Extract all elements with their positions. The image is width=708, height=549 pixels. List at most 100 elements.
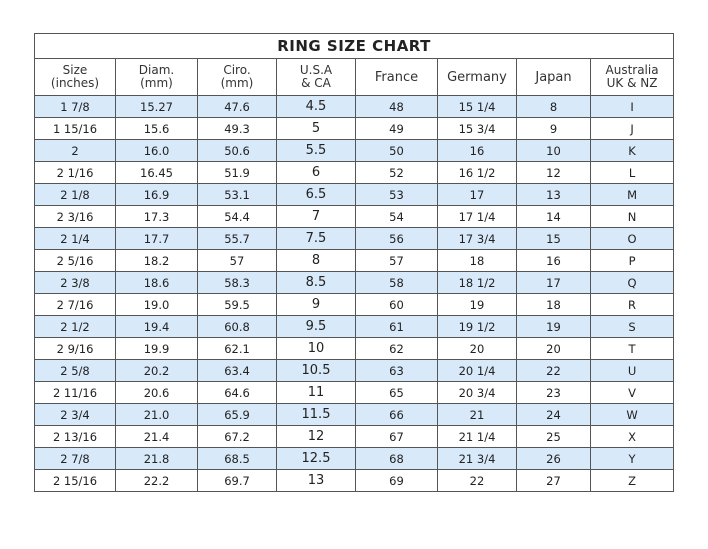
cell-germany: 19 (437, 293, 517, 316)
cell-usa-ca: 8.5 (276, 271, 356, 294)
header-label: Japan (535, 69, 572, 85)
cell-usa-ca: 13 (276, 469, 356, 492)
cell-circumference-mm: 68.5 (197, 447, 277, 470)
cell-japan: 15 (516, 227, 591, 250)
table-row: 2 11/16 20.6 64.6 11 65 20 3/4 23 V (34, 381, 675, 404)
cell-france: 61 (355, 315, 438, 338)
cell-france: 53 (355, 183, 438, 206)
cell-germany: 20 (437, 337, 517, 360)
cell-diameter-mm: 15.27 (115, 95, 198, 118)
cell-diameter-mm: 21.4 (115, 425, 198, 448)
table-row: 2 15/16 22.2 69.7 13 69 22 27 Z (34, 469, 675, 492)
header-circumference-mm: Ciro. (mm) (197, 58, 277, 96)
cell-circumference-mm: 49.3 (197, 117, 277, 140)
cell-france: 67 (355, 425, 438, 448)
table-row: 2 7/8 21.8 68.5 12.5 68 21 3/4 26 Y (34, 447, 675, 470)
header-size-inches: Size (inches) (34, 58, 116, 96)
cell-diameter-mm: 19.9 (115, 337, 198, 360)
cell-diameter-mm: 22.2 (115, 469, 198, 492)
header-japan: Japan (516, 58, 591, 96)
cell-usa-ca: 9 (276, 293, 356, 316)
cell-germany: 20 1/4 (437, 359, 517, 382)
cell-usa-ca: 6 (276, 161, 356, 184)
cell-france: 62 (355, 337, 438, 360)
cell-france: 48 (355, 95, 438, 118)
cell-germany: 21 3/4 (437, 447, 517, 470)
cell-japan: 10 (516, 139, 591, 162)
cell-circumference-mm: 57 (197, 249, 277, 272)
cell-diameter-mm: 20.6 (115, 381, 198, 404)
cell-japan: 20 (516, 337, 591, 360)
cell-usa-ca: 6.5 (276, 183, 356, 206)
cell-france: 54 (355, 205, 438, 228)
cell-germany: 15 1/4 (437, 95, 517, 118)
cell-diameter-mm: 21.8 (115, 447, 198, 470)
cell-japan: 27 (516, 469, 591, 492)
cell-australia-uk-nz: R (589, 293, 675, 316)
cell-japan: 19 (516, 315, 591, 338)
cell-germany: 18 1/2 (437, 271, 517, 294)
cell-france: 50 (355, 139, 438, 162)
cell-diameter-mm: 19.0 (115, 293, 198, 316)
header-label: & CA (301, 76, 331, 90)
cell-diameter-mm: 18.6 (115, 271, 198, 294)
cell-usa-ca: 12.5 (276, 447, 356, 470)
chart-title: RING SIZE CHART (33, 33, 675, 59)
cell-usa-ca: 12 (276, 425, 356, 448)
cell-france: 58 (355, 271, 438, 294)
header-diameter-mm: Diam. (mm) (115, 58, 198, 96)
header-label: Diam. (138, 63, 175, 77)
cell-size-inches: 2 1/2 (34, 315, 116, 338)
cell-size-inches: 2 11/16 (34, 381, 116, 404)
cell-size-inches: 2 15/16 (34, 469, 116, 492)
cell-circumference-mm: 64.6 (197, 381, 277, 404)
cell-france: 68 (355, 447, 438, 470)
header-label: (mm) (220, 76, 254, 90)
table-row: 1 15/16 15.6 49.3 5 49 15 3/4 9 J (34, 117, 675, 140)
cell-diameter-mm: 16.0 (115, 139, 198, 162)
header-france: France (355, 58, 438, 96)
header-label: Australia (605, 63, 659, 77)
cell-circumference-mm: 58.3 (197, 271, 277, 294)
cell-australia-uk-nz: M (589, 183, 675, 206)
cell-france: 56 (355, 227, 438, 250)
header-label: France (374, 69, 419, 85)
cell-size-inches: 2 1/16 (34, 161, 116, 184)
cell-japan: 25 (516, 425, 591, 448)
cell-australia-uk-nz: W (589, 403, 675, 426)
cell-japan: 24 (516, 403, 591, 426)
cell-circumference-mm: 69.7 (197, 469, 277, 492)
table-row: 2 1/4 17.7 55.7 7.5 56 17 3/4 15 O (34, 227, 675, 250)
cell-germany: 20 3/4 (437, 381, 517, 404)
table-row: 2 5/8 20.2 63.4 10.5 63 20 1/4 22 U (34, 359, 675, 382)
cell-size-inches: 2 5/16 (34, 249, 116, 272)
cell-australia-uk-nz: X (589, 425, 675, 448)
cell-circumference-mm: 55.7 (197, 227, 277, 250)
cell-size-inches: 2 13/16 (34, 425, 116, 448)
cell-size-inches: 2 9/16 (34, 337, 116, 360)
cell-size-inches: 2 3/8 (34, 271, 116, 294)
cell-usa-ca: 7.5 (276, 227, 356, 250)
table-row: 2 16.0 50.6 5.5 50 16 10 K (34, 139, 675, 162)
cell-circumference-mm: 53.1 (197, 183, 277, 206)
cell-germany: 17 3/4 (437, 227, 517, 250)
cell-australia-uk-nz: U (589, 359, 675, 382)
cell-japan: 8 (516, 95, 591, 118)
cell-circumference-mm: 54.4 (197, 205, 277, 228)
cell-australia-uk-nz: J (589, 117, 675, 140)
cell-germany: 21 (437, 403, 517, 426)
ring-size-table: RING SIZE CHART Size (inches) Diam. (mm) Cir… (33, 33, 675, 492)
cell-usa-ca: 5.5 (276, 139, 356, 162)
cell-diameter-mm: 18.2 (115, 249, 198, 272)
cell-japan: 12 (516, 161, 591, 184)
table-row: 2 13/16 21.4 67.2 12 67 21 1/4 25 X (34, 425, 675, 448)
cell-usa-ca: 11.5 (276, 403, 356, 426)
table-row: 2 3/16 17.3 54.4 7 54 17 1/4 14 N (34, 205, 675, 228)
cell-circumference-mm: 59.5 (197, 293, 277, 316)
table-row: 2 3/8 18.6 58.3 8.5 58 18 1/2 17 Q (34, 271, 675, 294)
table-body: 1 7/8 15.27 47.6 4.5 48 15 1/4 8 I 1 15/16 15.6 49… (34, 95, 675, 492)
cell-size-inches: 2 1/4 (34, 227, 116, 250)
cell-australia-uk-nz: I (589, 95, 675, 118)
cell-circumference-mm: 47.6 (197, 95, 277, 118)
cell-australia-uk-nz: O (589, 227, 675, 250)
